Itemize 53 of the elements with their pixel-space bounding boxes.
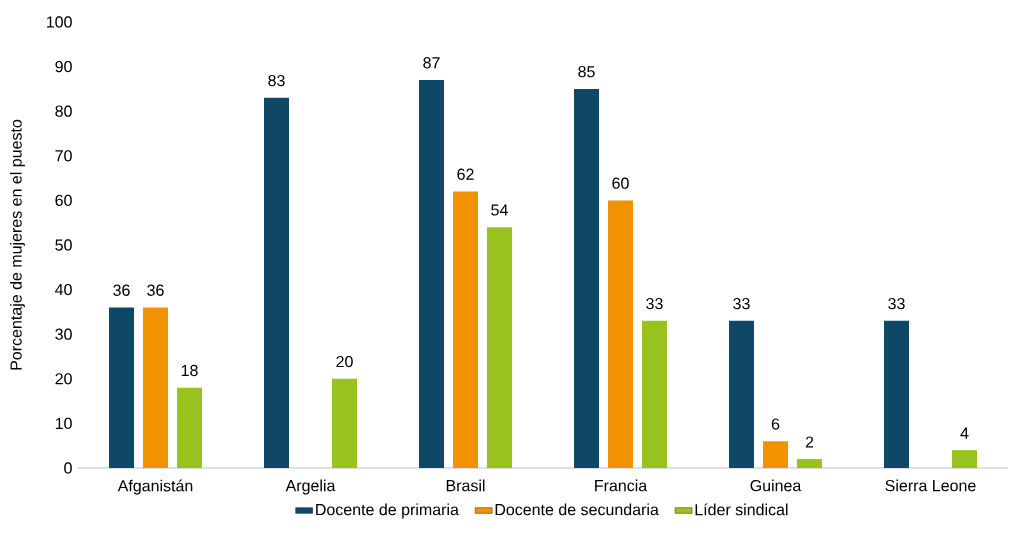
x-tick-label: Brasil bbox=[446, 479, 485, 492]
y-tick-label: 50 bbox=[55, 239, 72, 251]
bar bbox=[419, 79, 444, 468]
bar bbox=[574, 88, 599, 468]
y-tick-label: 60 bbox=[55, 194, 72, 207]
y-tick-label: 40 bbox=[55, 283, 72, 296]
x-tick-label: Argelia bbox=[285, 479, 336, 495]
bar bbox=[729, 320, 754, 468]
bar bbox=[763, 441, 788, 468]
bar bbox=[608, 200, 633, 468]
data-label: 4 bbox=[960, 427, 969, 439]
data-label: 60 bbox=[612, 177, 629, 189]
bar bbox=[487, 227, 512, 468]
data-label: 33 bbox=[888, 297, 905, 310]
data-label: 85 bbox=[578, 66, 595, 78]
data-label: 62 bbox=[457, 168, 474, 180]
data-label: 6 bbox=[771, 418, 780, 430]
y-tick-label: 0 bbox=[64, 462, 72, 474]
data-label: 33 bbox=[733, 297, 750, 310]
x-tick-label: Afganistán bbox=[117, 479, 193, 495]
x-tick-label: Guinea bbox=[750, 479, 802, 492]
data-label: 36 bbox=[147, 284, 164, 296]
legend-label: Líder sindical bbox=[695, 503, 788, 516]
y-tick-label: 20 bbox=[55, 373, 72, 385]
bar bbox=[453, 191, 478, 468]
y-tick-label: 100 bbox=[46, 16, 72, 28]
y-tick-label: 90 bbox=[55, 60, 72, 73]
x-tick-label: Sierra Leone bbox=[885, 479, 976, 492]
bar bbox=[952, 450, 977, 468]
data-label: 87 bbox=[423, 57, 440, 69]
bar bbox=[884, 320, 909, 468]
y-tick-label: 70 bbox=[55, 150, 72, 162]
bar bbox=[109, 307, 134, 468]
legend-label: Docente de primaria bbox=[316, 503, 459, 519]
data-label: 54 bbox=[491, 204, 508, 216]
bar bbox=[642, 320, 667, 468]
bar bbox=[143, 307, 168, 468]
data-label: 18 bbox=[181, 364, 198, 377]
y-tick-label: 80 bbox=[55, 105, 72, 117]
data-label: 83 bbox=[268, 74, 285, 87]
y-tick-label: 10 bbox=[55, 417, 72, 430]
data-label: 20 bbox=[336, 355, 353, 368]
data-label: 2 bbox=[805, 436, 814, 448]
x-tick-label: Francia bbox=[595, 479, 648, 492]
y-tick-label: 30 bbox=[55, 328, 72, 340]
data-label: 33 bbox=[646, 297, 663, 310]
y-axis-title: Porcentaje de mujeres en el puesto bbox=[9, 119, 25, 370]
data-label: 36 bbox=[113, 284, 130, 296]
legend-label: Docente de secundaria bbox=[495, 503, 659, 516]
bar bbox=[177, 387, 202, 468]
bar bbox=[332, 378, 357, 468]
bar bbox=[264, 97, 289, 468]
bar bbox=[797, 459, 822, 468]
